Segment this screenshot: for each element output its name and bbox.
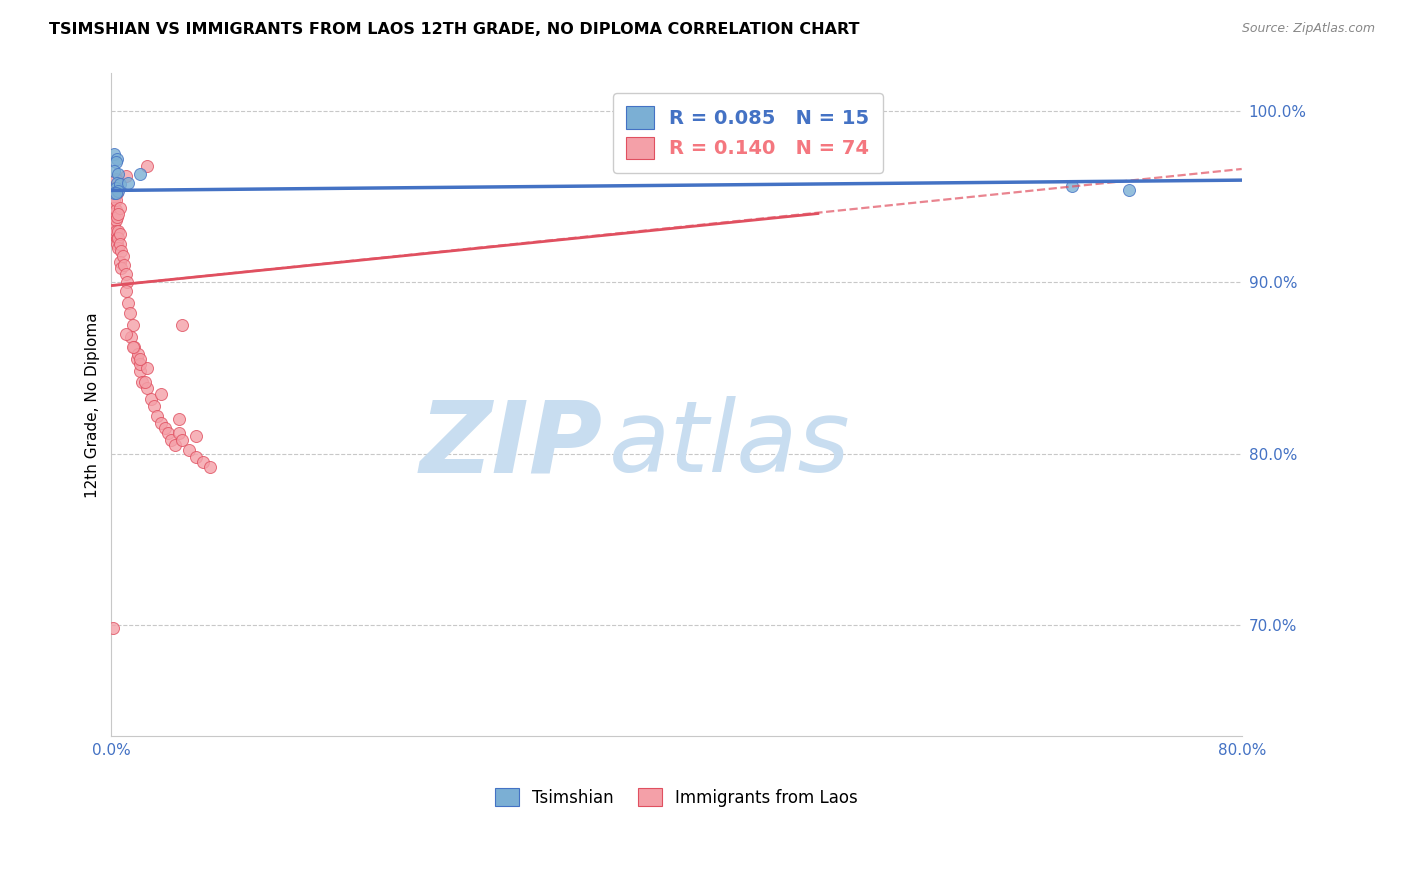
Point	[1118, 183, 1140, 197]
Point	[110, 261, 132, 276]
Point	[128, 358, 150, 372]
Point	[108, 227, 131, 241]
Point	[107, 184, 129, 198]
Point	[121, 340, 143, 354]
Point	[101, 198, 124, 212]
Point	[117, 176, 139, 190]
Point	[108, 178, 131, 192]
Point	[104, 224, 127, 238]
Point	[110, 244, 132, 259]
Point	[153, 421, 176, 435]
Point	[122, 340, 145, 354]
Point	[105, 210, 128, 224]
Point	[108, 237, 131, 252]
Point	[104, 172, 127, 186]
Point	[101, 622, 124, 636]
Point	[103, 219, 125, 233]
Point	[142, 399, 165, 413]
Point	[134, 375, 156, 389]
Point	[186, 429, 208, 443]
Point	[120, 330, 142, 344]
Point	[103, 186, 125, 200]
Point	[104, 227, 127, 241]
Point	[163, 438, 186, 452]
Point	[114, 326, 136, 341]
Point	[107, 230, 129, 244]
Text: Source: ZipAtlas.com: Source: ZipAtlas.com	[1241, 22, 1375, 36]
Point	[101, 206, 124, 220]
Point	[114, 169, 136, 183]
Point	[107, 241, 129, 255]
Point	[167, 412, 190, 426]
Point	[111, 249, 134, 263]
Point	[105, 186, 128, 200]
Point	[101, 189, 124, 203]
Point	[114, 267, 136, 281]
Point	[101, 227, 124, 241]
Point	[139, 392, 162, 406]
Point	[127, 347, 149, 361]
Point	[103, 193, 125, 207]
Point	[193, 455, 215, 469]
Point	[108, 202, 131, 216]
Point	[128, 364, 150, 378]
Point	[103, 181, 125, 195]
Text: TSIMSHIAN VS IMMIGRANTS FROM LAOS 12TH GRADE, NO DIPLOMA CORRELATION CHART: TSIMSHIAN VS IMMIGRANTS FROM LAOS 12TH G…	[49, 22, 859, 37]
Point	[107, 206, 129, 220]
Point	[186, 450, 208, 464]
Point	[149, 386, 172, 401]
Point	[103, 220, 125, 235]
Point	[107, 224, 129, 238]
Point	[104, 203, 127, 218]
Point	[103, 181, 125, 195]
Point	[179, 443, 201, 458]
Point	[112, 258, 135, 272]
Point	[135, 381, 157, 395]
Point	[135, 360, 157, 375]
Point	[104, 181, 127, 195]
Point	[101, 215, 124, 229]
Point	[117, 295, 139, 310]
Point	[118, 306, 141, 320]
Point	[1062, 179, 1084, 194]
Point	[131, 375, 153, 389]
Point	[149, 416, 172, 430]
Point	[114, 284, 136, 298]
Point	[105, 232, 128, 246]
Text: ZIP: ZIP	[420, 396, 603, 493]
Point	[170, 433, 193, 447]
Point	[145, 409, 167, 423]
Point	[200, 460, 222, 475]
Point	[104, 213, 127, 227]
Point	[115, 275, 138, 289]
Point	[104, 186, 127, 200]
Point	[167, 425, 190, 440]
Point	[170, 318, 193, 332]
Point	[104, 155, 127, 169]
Point	[103, 163, 125, 178]
Point	[105, 152, 128, 166]
Text: atlas: atlas	[609, 396, 851, 493]
Point	[128, 352, 150, 367]
Point	[105, 176, 128, 190]
Point	[107, 167, 129, 181]
Point	[104, 193, 127, 207]
Point	[128, 167, 150, 181]
Point	[103, 146, 125, 161]
Point	[105, 237, 128, 252]
Point	[135, 159, 157, 173]
Point	[121, 318, 143, 332]
Point	[159, 433, 181, 447]
Legend: Tsimshian, Immigrants from Laos: Tsimshian, Immigrants from Laos	[488, 781, 865, 814]
Y-axis label: 12th Grade, No Diploma: 12th Grade, No Diploma	[86, 312, 100, 498]
Point	[156, 425, 179, 440]
Point	[125, 352, 148, 367]
Point	[103, 206, 125, 220]
Point	[108, 254, 131, 268]
Point	[103, 202, 125, 216]
